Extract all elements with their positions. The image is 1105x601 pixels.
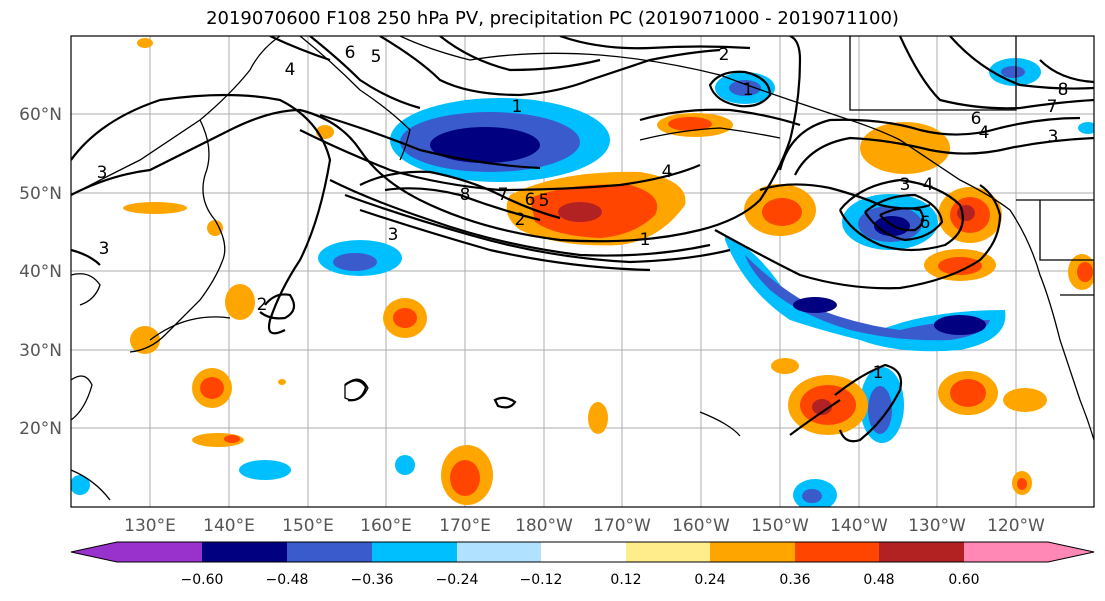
colorbar-bin bbox=[795, 542, 879, 562]
colorbar-label: 0.36 bbox=[779, 572, 810, 588]
contour-label: 4 bbox=[923, 175, 934, 195]
colorbar-bin bbox=[626, 542, 710, 562]
lon-label: 130°W bbox=[908, 516, 966, 536]
colorbar-bin bbox=[372, 542, 457, 562]
contour-label: 3 bbox=[99, 239, 110, 259]
lon-label: 120°W bbox=[987, 516, 1045, 536]
contour-label: 6 bbox=[525, 190, 536, 210]
colorbar-label: 0.48 bbox=[863, 572, 894, 588]
colorbar-bin bbox=[202, 542, 287, 562]
colorbar-bin bbox=[541, 542, 626, 562]
lon-label: 170°W bbox=[593, 516, 651, 536]
contour-label: 4 bbox=[979, 123, 990, 143]
colorbar-bin bbox=[457, 542, 541, 562]
contour-label: 6 bbox=[971, 109, 982, 129]
contour-label: 3 bbox=[900, 175, 911, 195]
contour-label: 7 bbox=[498, 185, 509, 205]
contour-label: 1 bbox=[873, 363, 884, 383]
colorbar-label: −0.24 bbox=[436, 572, 479, 588]
pv-contours bbox=[71, 36, 1094, 443]
latitude-labels: 20°N 30°N 40°N 50°N 60°N bbox=[19, 105, 62, 439]
colorbar-bin bbox=[879, 542, 964, 562]
colorbar-label: −0.12 bbox=[520, 572, 563, 588]
precipitation-shading bbox=[71, 38, 1094, 507]
lon-label: 160°W bbox=[672, 516, 730, 536]
lat-label: 50°N bbox=[19, 184, 62, 204]
contour-label: 1 bbox=[512, 97, 523, 117]
contour-label: 8 bbox=[460, 185, 471, 205]
colorbar-outline bbox=[70, 541, 1095, 563]
contour-label: 3 bbox=[388, 225, 399, 245]
colorbar-label: −0.36 bbox=[351, 572, 394, 588]
contour-label: 2 bbox=[719, 45, 730, 65]
contour-label: 3 bbox=[97, 163, 108, 183]
contour-label: 2 bbox=[515, 210, 526, 230]
colorbar-label: −0.48 bbox=[266, 572, 309, 588]
lon-label: 170°E bbox=[439, 516, 491, 536]
contour-label: 4 bbox=[662, 162, 673, 182]
contour-label: 7 bbox=[1047, 97, 1058, 117]
lat-label: 60°N bbox=[19, 105, 62, 125]
lon-label: 160°E bbox=[360, 516, 412, 536]
colorbar-bin bbox=[710, 542, 795, 562]
pv-contour-labels: 2 6 5 4 1 1 3 8 7 6 5 2 4 1 3 4 3 6 1 2 … bbox=[97, 43, 1069, 383]
lon-label: 150°W bbox=[751, 516, 809, 536]
colorbar-extend-high bbox=[1048, 542, 1094, 562]
lon-label: 130°E bbox=[124, 516, 176, 536]
contour-label: 1 bbox=[640, 230, 651, 250]
colorbar-bin bbox=[117, 542, 202, 562]
lat-label: 40°N bbox=[19, 262, 62, 282]
map-frame bbox=[70, 35, 1095, 508]
lon-label: 140°E bbox=[203, 516, 255, 536]
colorbar-label: 0.60 bbox=[948, 572, 979, 588]
colorbar-label: −0.60 bbox=[181, 572, 224, 588]
contour-label: 5 bbox=[371, 47, 382, 67]
contour-label: 1 bbox=[743, 80, 754, 100]
colorbar-extend-low bbox=[71, 542, 117, 562]
lon-label: 140°W bbox=[830, 516, 888, 536]
contour-label: 8 bbox=[1058, 80, 1069, 100]
contour-label: 4 bbox=[285, 60, 296, 80]
contour-label: 2 bbox=[257, 295, 268, 315]
lat-label: 20°N bbox=[19, 419, 62, 439]
lat-label: 30°N bbox=[19, 341, 62, 361]
colorbar-bin bbox=[964, 542, 1048, 562]
contour-label: 6 bbox=[345, 43, 356, 63]
contour-label: 5 bbox=[539, 191, 550, 211]
colorbar: −0.60 −0.48 −0.36 −0.24 −0.12 0.12 0.24 … bbox=[70, 541, 1095, 588]
lon-label: 180°W bbox=[515, 516, 573, 536]
figure-title: 2019070600 F108 250 hPa PV, precipitatio… bbox=[206, 8, 899, 29]
colorbar-label: 0.12 bbox=[610, 572, 641, 588]
contour-label: 6 bbox=[920, 213, 931, 233]
colorbar-label: 0.24 bbox=[694, 572, 725, 588]
lon-label: 150°E bbox=[282, 516, 334, 536]
colorbar-bin bbox=[287, 542, 372, 562]
longitude-labels: 130°E 140°E 150°E 160°E 170°E 180°W 170°… bbox=[124, 516, 1045, 536]
contour-label: 3 bbox=[1048, 127, 1059, 147]
